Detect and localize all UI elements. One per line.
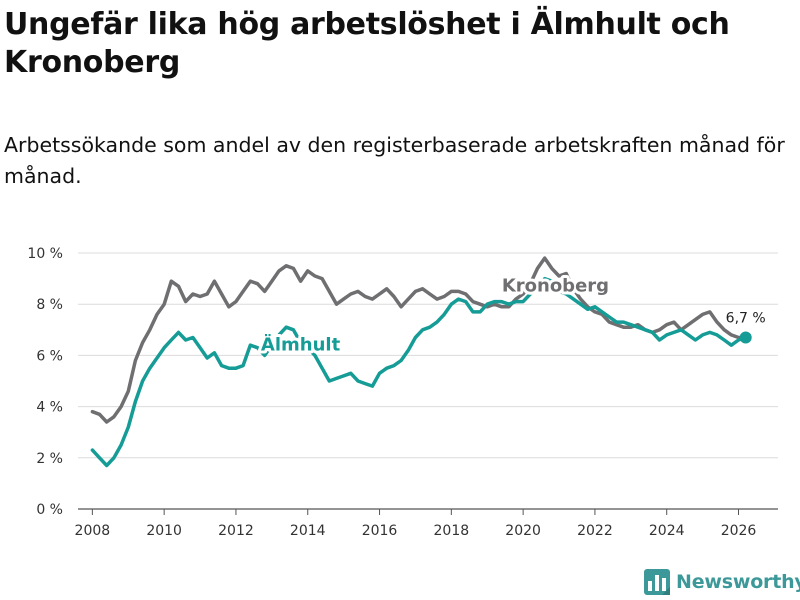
y-tick-label: 2 % xyxy=(36,451,63,467)
x-tick-label: 2010 xyxy=(146,523,182,539)
series-label-kronoberg: Kronoberg xyxy=(502,275,609,296)
series-labels: Kronoberg Älmhult 6,7 % xyxy=(258,272,768,358)
end-value-label: 6,7 % xyxy=(726,310,766,326)
axes: 0 % 2 % 4 % 6 % 8 % 10 % 2008 2010 2012 2014 2016 2… xyxy=(27,246,756,539)
x-tick-label: 2024 xyxy=(649,523,685,539)
series-line-almhult xyxy=(90,276,748,468)
grid-lines xyxy=(78,252,778,510)
x-tick-label: 2014 xyxy=(290,523,326,539)
x-tick-label: 2020 xyxy=(505,523,541,539)
y-tick-label: 10 % xyxy=(27,246,63,262)
brand-name: Newsworthy xyxy=(676,571,800,593)
end-point-marker xyxy=(739,331,752,344)
bar-chart-logo-icon xyxy=(644,569,670,595)
y-tick-label: 4 % xyxy=(36,400,63,416)
x-tick-label: 2012 xyxy=(218,523,254,539)
x-tick-label: 2022 xyxy=(577,523,613,539)
brand-logo: Newsworthy xyxy=(644,569,800,595)
y-tick-label: 0 % xyxy=(36,502,63,518)
x-tick-label: 2016 xyxy=(362,523,398,539)
chart-title: Ungefär lika hög arbetslöshet i Älmhult … xyxy=(4,7,730,80)
chart-subtitle: Arbetssökande som andel av den registerb… xyxy=(4,133,785,188)
series-label-almhult: Älmhult xyxy=(261,333,341,355)
x-tick-label: 2026 xyxy=(721,523,757,539)
y-tick-label: 8 % xyxy=(36,297,63,313)
x-tick-label: 2018 xyxy=(434,523,470,539)
y-tick-label: 6 % xyxy=(36,348,63,364)
series-lines xyxy=(90,256,748,468)
x-tick-label: 2008 xyxy=(75,523,111,539)
